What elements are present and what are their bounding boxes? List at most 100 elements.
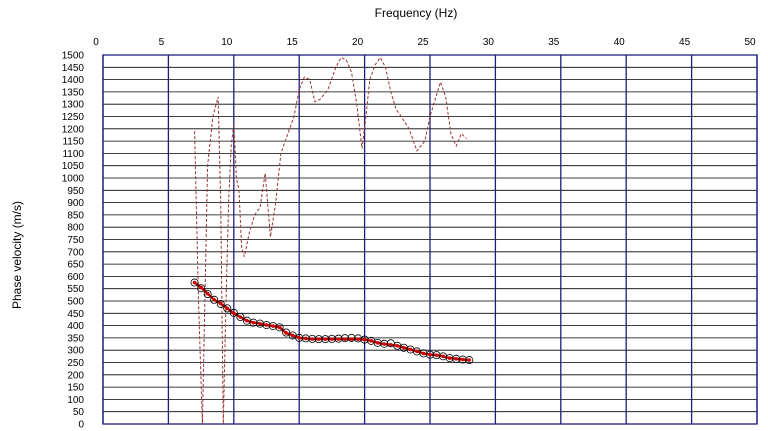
y-tick-label: 1250: [62, 112, 85, 123]
picked-point: [284, 331, 288, 335]
observed-point-marker: [354, 334, 363, 343]
y-tick-label: 250: [67, 358, 84, 369]
picked-point: [467, 358, 472, 362]
observed-point-marker: [197, 284, 206, 293]
observed-point-marker: [282, 328, 291, 337]
observed-point-marker: [327, 334, 336, 343]
picked-point: [238, 315, 243, 319]
picked-point: [330, 337, 334, 341]
picked-point: [388, 342, 393, 347]
dispersion-curve-dashed: [194, 56, 467, 425]
series-layer: [190, 56, 474, 425]
picked-point: [441, 354, 445, 359]
y-tick-label: 1450: [62, 63, 85, 74]
picked-point: [375, 341, 380, 345]
y-tick-label: 500: [67, 297, 84, 308]
observed-point-marker: [236, 312, 245, 321]
x-tick-label: 45: [679, 37, 691, 48]
x-tick-label: 0: [93, 37, 99, 48]
observed-point-marker: [321, 335, 330, 344]
x-tick-label: 10: [221, 37, 233, 48]
y-tick-label: 1300: [62, 100, 85, 111]
observed-point-marker: [301, 334, 310, 343]
picked-point: [395, 343, 400, 348]
y-tick-label: 300: [67, 346, 84, 357]
observed-point-marker: [190, 278, 199, 287]
x-tick-label: 15: [287, 37, 299, 48]
picked-point: [225, 306, 230, 311]
x-tick-label: 25: [417, 37, 429, 48]
observed-point-marker: [445, 354, 454, 363]
observed-point-marker: [255, 319, 264, 328]
picked-point: [297, 336, 302, 340]
picked-point: [415, 349, 419, 354]
picked-point: [323, 337, 328, 341]
y-tick-label: 0: [78, 420, 84, 431]
observed-point-marker: [269, 322, 278, 331]
observed-point-marker: [419, 349, 428, 358]
picked-point: [199, 285, 203, 290]
y-tick-label: 1100: [62, 149, 84, 160]
y-tick-label: 1500: [62, 51, 85, 62]
picked-point: [356, 337, 360, 341]
picked-point: [258, 321, 262, 326]
picked-point: [434, 353, 439, 357]
y-tick-label: 100: [67, 395, 84, 406]
observed-point-marker: [380, 339, 389, 348]
picked-point: [317, 337, 321, 341]
x-tick-label: 30: [483, 37, 495, 48]
picked-point: [303, 336, 308, 341]
y-tick-label: 1400: [62, 75, 85, 86]
picked-point: [245, 318, 249, 323]
picked-point: [212, 297, 216, 302]
picked-point: [251, 320, 256, 325]
picked-point: [336, 337, 341, 341]
y-tick-label: 550: [67, 284, 84, 295]
observed-point-marker: [210, 295, 219, 304]
y-tick-label: 1150: [62, 137, 84, 148]
y-tick-label: 200: [67, 370, 84, 381]
y-tick-label: 700: [67, 247, 84, 258]
x-tick-labels: 0 5 10 15 20 25 30 35 40 45 50: [93, 37, 756, 48]
picked-point: [454, 357, 458, 361]
y-tick-label: 1350: [62, 87, 85, 98]
observed-point-marker: [308, 334, 317, 343]
x-axis-title: Frequency (Hz): [375, 6, 458, 20]
picked-point: [447, 356, 452, 360]
grid: [102, 54, 758, 425]
y-tick-label: 900: [67, 198, 84, 209]
picked-point: [205, 291, 210, 296]
picked-point: [369, 339, 373, 343]
picked-point: [460, 357, 465, 362]
picked-point: [402, 345, 406, 350]
y-tick-label: 950: [67, 186, 84, 197]
y-tick-label: 400: [67, 321, 84, 332]
picked-point: [421, 351, 426, 356]
x-tick-label: 35: [548, 37, 560, 48]
observed-point-marker: [314, 335, 323, 344]
picked-point: [428, 352, 432, 357]
x-tick-label: 20: [352, 37, 364, 48]
picked-point: [408, 347, 413, 352]
observed-point-marker: [223, 304, 232, 313]
y-tick-label: 750: [67, 235, 84, 246]
picked-point: [382, 342, 387, 346]
observed-point-marker: [275, 323, 284, 332]
y-tick-label: 1000: [62, 174, 85, 185]
observed-point-marker: [425, 350, 434, 359]
observed-point-marker: [360, 335, 369, 344]
y-tick-label: 1050: [62, 161, 85, 172]
observed-point-marker: [347, 333, 356, 342]
x-tick-label: 5: [159, 37, 165, 48]
picked-point: [218, 301, 223, 306]
observed-point-marker: [373, 338, 382, 347]
observed-point-marker: [432, 351, 441, 360]
picked-curve-line: [193, 281, 470, 362]
picked-point: [290, 333, 295, 338]
picked-point: [232, 311, 236, 316]
observed-point-marker: [249, 318, 258, 327]
y-tick-label: 850: [67, 210, 84, 221]
x-tick-label: 40: [614, 37, 626, 48]
observed-point-marker: [452, 354, 461, 363]
y-tick-label: 350: [67, 333, 84, 344]
